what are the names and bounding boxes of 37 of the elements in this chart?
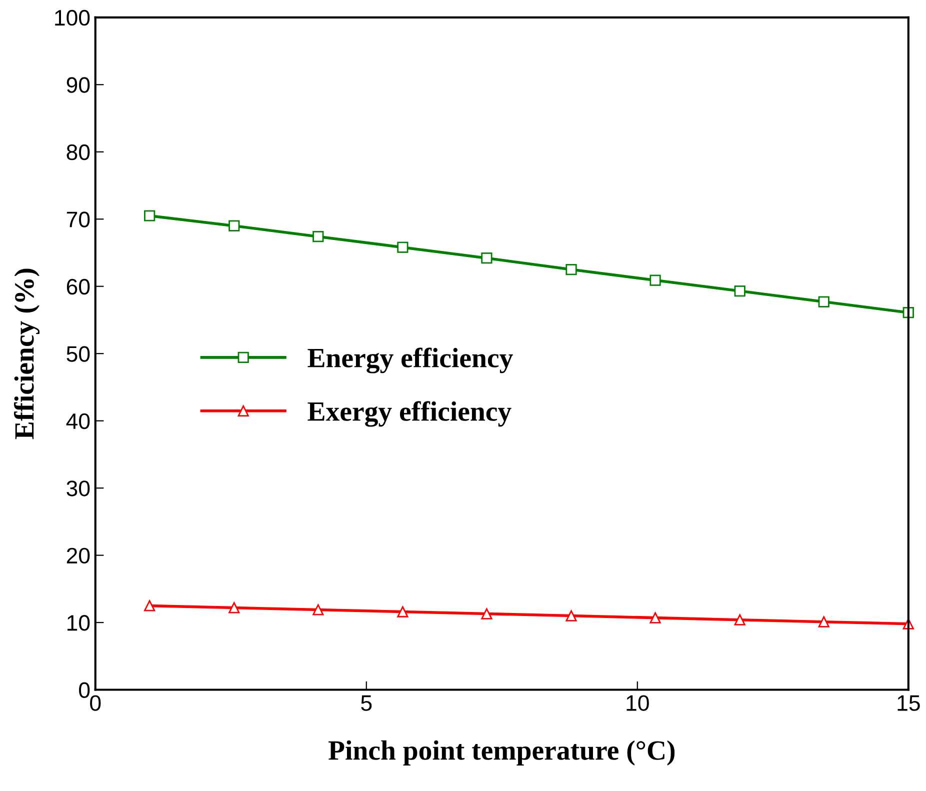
y-tick-label: 60 xyxy=(66,278,90,295)
point xyxy=(818,616,830,628)
point xyxy=(397,242,408,253)
y-tick-label: 0 xyxy=(79,682,90,698)
point xyxy=(228,602,240,614)
point xyxy=(650,274,661,286)
y-tick-label: 10 xyxy=(67,615,90,631)
point xyxy=(734,614,746,626)
point xyxy=(481,608,492,620)
point xyxy=(734,285,746,297)
legend-label: Energy efficiency xyxy=(308,348,513,374)
point xyxy=(312,231,324,242)
y-tick-label: 80 xyxy=(66,144,90,160)
point xyxy=(481,252,492,264)
y-axis-title: Efficiency (%) xyxy=(14,268,40,440)
legend-label: Exergy efficiency xyxy=(308,401,512,427)
point xyxy=(228,220,240,232)
x-axis-title: Pinch point temperature (°C) xyxy=(328,740,675,766)
y-tick-label: 100 xyxy=(55,10,90,26)
y-tick-label: 30 xyxy=(66,480,90,496)
point xyxy=(144,210,156,222)
y-tick-label: 20 xyxy=(66,548,90,564)
point xyxy=(312,604,324,616)
point xyxy=(144,600,156,612)
y-tick-label: 40 xyxy=(66,413,90,430)
x-tick-label: 5 xyxy=(361,695,372,711)
x-tick-label: 10 xyxy=(626,695,649,711)
x-tick-label: 0 xyxy=(90,695,101,711)
y-tick-label: 90 xyxy=(66,77,90,93)
y-tick-label: 50 xyxy=(66,346,90,362)
x-tick-label: 15 xyxy=(898,695,920,711)
point xyxy=(397,606,408,618)
point xyxy=(818,296,830,308)
point xyxy=(650,612,661,624)
point xyxy=(566,264,577,276)
y-tick-label: 70 xyxy=(66,212,90,228)
point xyxy=(566,610,577,622)
